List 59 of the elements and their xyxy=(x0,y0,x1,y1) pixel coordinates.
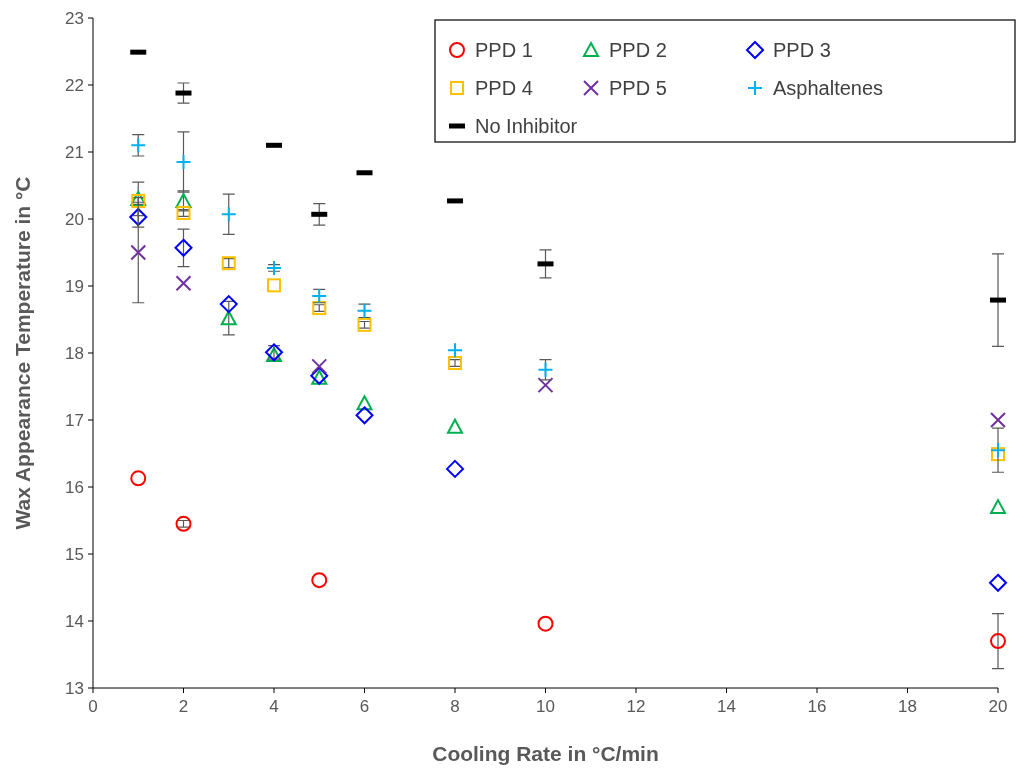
x-axis-title: Cooling Rate in °C/min xyxy=(432,742,659,765)
point xyxy=(219,295,238,314)
point xyxy=(990,633,1006,650)
point xyxy=(175,515,192,532)
legend-label: PPD 1 xyxy=(475,39,533,61)
y-tick-label: 20 xyxy=(65,209,84,229)
point xyxy=(174,238,193,257)
point xyxy=(990,442,1006,459)
y-tick-label: 17 xyxy=(65,410,84,430)
y-tick-label: 14 xyxy=(65,611,84,631)
y-axis-title: Wax Appearance Temperature in °C xyxy=(11,176,34,530)
point xyxy=(220,310,237,326)
point xyxy=(990,499,1006,515)
point xyxy=(175,275,192,292)
x-tick-label: 4 xyxy=(269,697,279,716)
x-tick-label: 0 xyxy=(88,697,98,716)
point xyxy=(446,459,464,478)
point xyxy=(130,244,147,261)
x-tick-label: 8 xyxy=(450,697,460,716)
x-tick-label: 14 xyxy=(717,697,736,716)
legend-label: PPD 4 xyxy=(475,77,533,99)
x-tick-label: 2 xyxy=(178,697,189,716)
x-tick-label: 18 xyxy=(898,697,917,716)
y-tick-label: 19 xyxy=(65,276,84,296)
point xyxy=(311,572,328,589)
x-tick-label: 16 xyxy=(807,697,827,716)
point xyxy=(176,205,191,220)
point xyxy=(175,154,192,171)
point xyxy=(447,418,463,434)
x-tick-label: 10 xyxy=(536,697,555,716)
legend-label: No Inhibitor xyxy=(475,115,578,137)
point xyxy=(447,342,463,359)
y-tick-label: 18 xyxy=(65,343,84,363)
point xyxy=(537,615,554,632)
legend-label: PPD 5 xyxy=(609,77,667,99)
point xyxy=(989,573,1007,592)
y-tick-label: 22 xyxy=(65,75,84,95)
legend-label: PPD 2 xyxy=(609,39,667,61)
legend-label: Asphaltenes xyxy=(773,77,884,99)
point xyxy=(130,470,147,487)
y-tick-label: 21 xyxy=(65,142,84,162)
point xyxy=(220,206,237,223)
x-tick-label: 20 xyxy=(988,697,1008,716)
y-tick-label: 16 xyxy=(65,477,84,497)
x-tick-label: 12 xyxy=(626,697,646,716)
point xyxy=(267,278,281,293)
point xyxy=(356,395,373,411)
point xyxy=(355,406,374,425)
y-tick-label: 13 xyxy=(65,678,84,698)
legend-label: PPD 3 xyxy=(773,39,831,61)
point xyxy=(311,358,328,375)
y-tick-label: 15 xyxy=(65,544,84,564)
point xyxy=(266,259,282,276)
point xyxy=(448,356,462,371)
x-tick-label: 6 xyxy=(359,697,370,716)
point xyxy=(991,447,1005,462)
point xyxy=(990,412,1006,428)
y-tick-label: 23 xyxy=(65,8,84,28)
point xyxy=(537,377,554,394)
